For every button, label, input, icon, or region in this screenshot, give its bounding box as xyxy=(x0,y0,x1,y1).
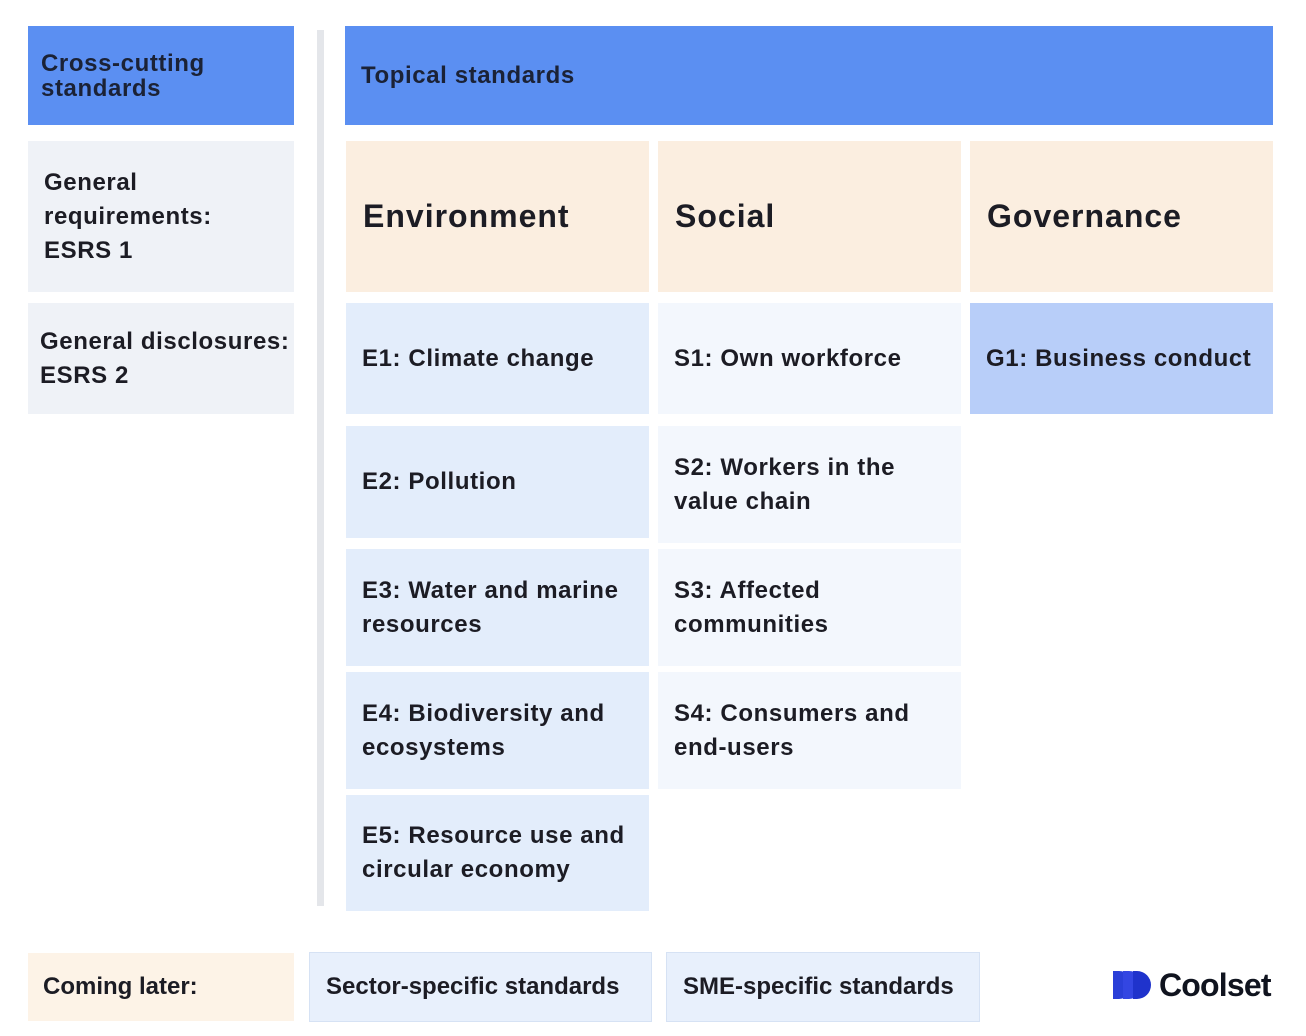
pillar-social: Social xyxy=(658,141,961,292)
coming-later-label: Coming later: xyxy=(43,973,198,1000)
standard-label: E4: Biodiversity and ecosystems xyxy=(362,699,605,761)
standard-card-e5: E5: Resource use and circular economy xyxy=(346,795,649,911)
pillar-environment-label: Environment xyxy=(363,198,570,234)
standard-card-s1: S1: Own workforce xyxy=(658,303,961,414)
sme-specific-label: SME-specific standards xyxy=(683,973,954,1000)
pillar-governance: Governance xyxy=(970,141,1273,292)
sme-specific-card: SME-specific standards xyxy=(666,952,980,1022)
standard-card-s2: S2: Workers in the value chain xyxy=(658,426,961,543)
topical-header: Topical standards xyxy=(345,26,1273,125)
standard-label: E3: Water and marine resources xyxy=(362,576,619,638)
sector-specific-card: Sector-specific standards xyxy=(309,952,652,1022)
coolset-logo: Coolset xyxy=(1113,964,1272,1006)
standard-label: S4: Consumers and end-users xyxy=(674,699,910,761)
general-requirements-label: General requirements: ESRS 1 xyxy=(44,168,212,264)
topical-title: Topical standards xyxy=(361,62,575,89)
brand-name: Coolset xyxy=(1159,966,1272,1003)
standard-label: E2: Pollution xyxy=(362,468,517,495)
coming-later-card: Coming later: xyxy=(28,953,294,1021)
standard-label: S3: Affected communities xyxy=(674,576,829,638)
column-divider xyxy=(317,30,324,906)
pillar-social-label: Social xyxy=(675,198,776,234)
standard-label: E1: Climate change xyxy=(362,344,595,372)
cross-cutting-header: Cross-cutting standards xyxy=(28,26,294,125)
standard-card-g1: G1: Business conduct xyxy=(970,303,1273,414)
standard-card-e1: E1: Climate change xyxy=(346,303,649,414)
cross-cutting-title: Cross-cutting standards xyxy=(41,49,205,102)
standard-label: S1: Own workforce xyxy=(674,344,902,372)
standard-card-e3: E3: Water and marine resources xyxy=(346,549,649,666)
standard-label: G1: Business conduct xyxy=(986,344,1252,372)
general-disclosures-card: General disclosures: ESRS 2 xyxy=(28,303,294,414)
sector-specific-label: Sector-specific standards xyxy=(326,973,620,1000)
pillar-environment: Environment xyxy=(346,141,649,292)
standard-card-s4: S4: Consumers and end-users xyxy=(658,672,961,789)
coolset-mark-icon xyxy=(1113,971,1151,999)
standard-card-s3: S3: Affected communities xyxy=(658,549,961,666)
standard-card-e2: E2: Pollution xyxy=(346,426,649,538)
standard-card-e4: E4: Biodiversity and ecosystems xyxy=(346,672,649,789)
general-disclosures-label: General disclosures: ESRS 2 xyxy=(40,327,290,389)
general-requirements-card: General requirements: ESRS 1 xyxy=(28,141,294,292)
standard-label: E5: Resource use and circular economy xyxy=(362,822,625,883)
pillar-governance-label: Governance xyxy=(987,198,1182,234)
standard-label: S2: Workers in the value chain xyxy=(674,453,896,515)
